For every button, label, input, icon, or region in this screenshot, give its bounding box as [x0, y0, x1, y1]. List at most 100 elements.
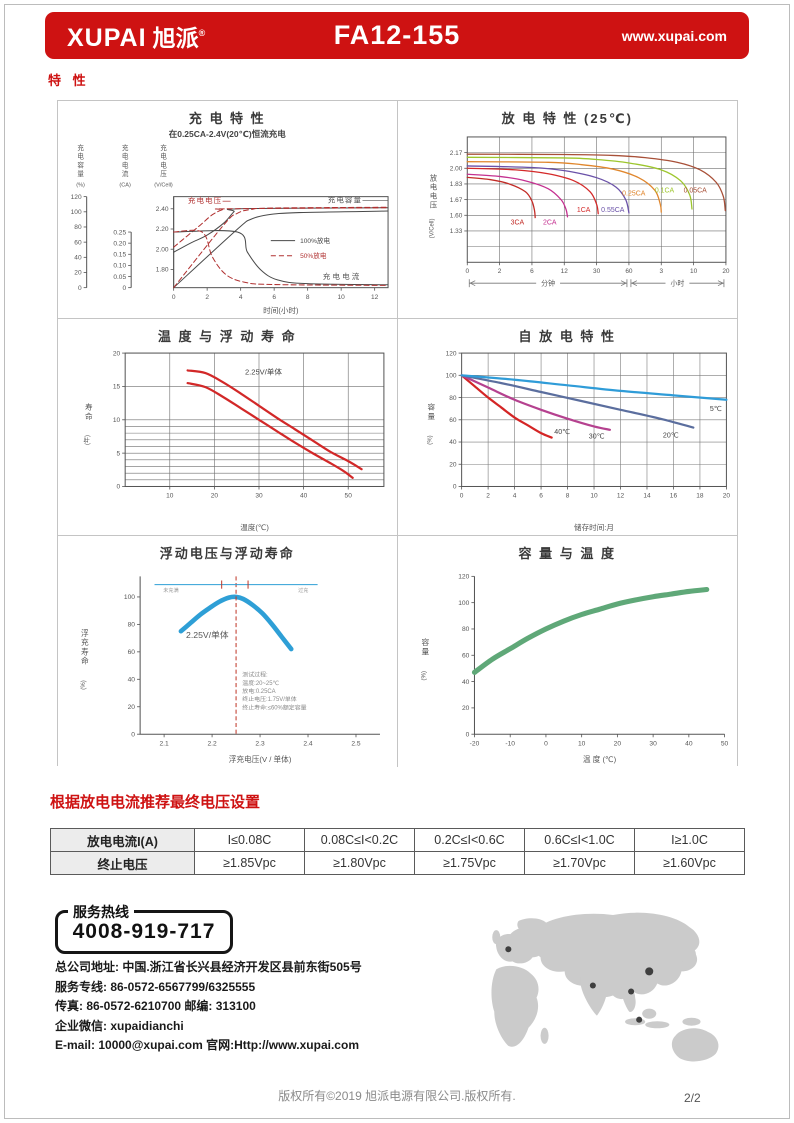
location-marker — [645, 967, 654, 976]
svg-text:100%放电: 100%放电 — [300, 236, 330, 245]
svg-text:(年): (年) — [83, 435, 91, 445]
series-30℃ — [460, 374, 611, 431]
svg-text:30℃: 30℃ — [588, 433, 604, 441]
svg-text:12: 12 — [371, 294, 379, 301]
chart-title: 浮动电压与浮动寿命 — [159, 546, 295, 561]
series-40℃ — [460, 374, 553, 439]
svg-text:(%): (%) — [427, 435, 433, 444]
svg-text:120: 120 — [458, 574, 469, 581]
table-cell: 0.6C≤I<1.0C — [524, 828, 635, 852]
svg-text:电: 电 — [122, 152, 129, 161]
svg-text:-20: -20 — [469, 740, 479, 747]
svg-text:0: 0 — [78, 285, 82, 292]
svg-text:20: 20 — [113, 350, 121, 357]
svg-text:40: 40 — [300, 493, 308, 500]
series-浮动寿命上限 — [186, 369, 363, 471]
svg-text:电: 电 — [160, 152, 167, 161]
svg-text:0.05CA: 0.05CA — [683, 188, 707, 195]
table-cell: ≥1.85Vpc — [194, 851, 305, 875]
svg-text:量: 量 — [427, 412, 435, 421]
svg-text:8: 8 — [306, 294, 310, 301]
svg-text:5: 5 — [116, 450, 120, 457]
table-cell: ≥1.80Vpc — [304, 851, 415, 875]
svg-text:1CA: 1CA — [576, 207, 590, 214]
svg-text:6: 6 — [272, 294, 276, 301]
svg-text:30: 30 — [255, 493, 263, 500]
svg-text:2.3: 2.3 — [255, 740, 265, 747]
svg-text:储存时间:月: 储存时间:月 — [574, 522, 614, 532]
svg-text:充电容量: 充电容量 — [328, 195, 362, 205]
svg-text:60: 60 — [128, 649, 136, 656]
svg-text:温 度 (℃): 温 度 (℃) — [582, 754, 616, 764]
svg-text:(%): (%) — [76, 183, 85, 189]
svg-text:寿: 寿 — [85, 402, 93, 412]
svg-text:20: 20 — [449, 461, 457, 468]
location-marker — [636, 1016, 643, 1023]
chart-discharge-characteristics: 放 电 特 性 (25℃) 0 2 6 12 30 60 3 10 20 2.17 2.00 1.83… — [397, 101, 737, 319]
svg-text:2.17: 2.17 — [449, 150, 462, 157]
svg-text:40: 40 — [449, 439, 457, 446]
series-3CA — [466, 176, 536, 219]
svg-text:0.15: 0.15 — [113, 252, 126, 259]
svg-text:充: 充 — [81, 637, 89, 647]
svg-text:60: 60 — [74, 239, 82, 246]
svg-text:12: 12 — [616, 493, 624, 500]
registered-trademark-icon: ® — [198, 27, 206, 38]
svg-text:(%): (%) — [420, 671, 427, 681]
svg-text:2CA: 2CA — [542, 220, 556, 227]
svg-text:电: 电 — [77, 152, 84, 161]
world-map-graphic — [491, 912, 719, 1062]
contact-line-email-web: E-mail: 10000@xupai.com 官网:Http://www.xu… — [55, 1038, 359, 1052]
svg-text:6: 6 — [530, 268, 534, 275]
svg-text:命: 命 — [85, 411, 93, 421]
svg-text:2.00: 2.00 — [449, 165, 462, 172]
svg-text:80: 80 — [461, 626, 469, 633]
svg-text:10: 10 — [337, 294, 345, 301]
svg-text:40℃: 40℃ — [554, 428, 570, 436]
chart-title: 放 电 特 性 (25℃) — [501, 111, 633, 126]
location-marker — [589, 982, 596, 989]
svg-text:0: 0 — [116, 484, 120, 491]
svg-text:5℃: 5℃ — [709, 405, 721, 413]
continents — [491, 912, 719, 1062]
svg-text:充: 充 — [122, 143, 129, 152]
contact-info-block: 总公司地址: 中国.浙江省长兴县经济开发区县前东街505号 服务专线: 86-0… — [55, 958, 362, 1056]
svg-text:浮: 浮 — [81, 628, 89, 638]
series-0.25CA — [466, 161, 662, 213]
svg-text:2.1: 2.1 — [159, 740, 169, 747]
svg-text:40: 40 — [461, 679, 469, 686]
series-充电电流-100%放电 — [173, 230, 389, 286]
chart-title: 充 电 特 性 — [188, 111, 266, 126]
chart-canvas-temp-life: 10 20 30 40 50 温度(℃) 0 5 10 15 20 寿命 (年) 2.25V/单体 — [83, 350, 385, 532]
svg-text:0.55CA: 0.55CA — [601, 207, 625, 214]
svg-text:3CA: 3CA — [510, 220, 524, 227]
svg-text:20: 20 — [722, 268, 730, 275]
svg-text:终止寿命:≤60%额定容量: 终止寿命:≤60%额定容量 — [242, 703, 306, 711]
characteristics-chart-grid: 充 电 特 性 在0.25CA-2.4V(20℃)恒流充电 0 2 4 6 8 10 12 时… — [57, 100, 738, 767]
svg-text:1.67: 1.67 — [449, 197, 462, 204]
svg-text:电: 电 — [122, 160, 129, 169]
svg-text:15: 15 — [113, 384, 121, 391]
svg-text:2.5: 2.5 — [351, 740, 361, 747]
series-充电电流-50%放电 — [173, 229, 389, 286]
series-20℃ — [460, 374, 694, 429]
svg-text:命: 命 — [81, 655, 89, 665]
contact-line-wechat: 企业微信: xupaidianchi — [55, 1018, 184, 1033]
svg-text:100: 100 — [445, 373, 456, 380]
svg-text:4: 4 — [239, 294, 243, 301]
svg-text:20: 20 — [613, 740, 621, 747]
chart-title: 自 放 电 特 性 — [518, 329, 616, 344]
svg-text:0: 0 — [465, 731, 469, 738]
svg-text:2.25V/单体: 2.25V/单体 — [245, 366, 282, 376]
series-充电容量-100%放电 — [173, 210, 389, 289]
svg-text:40: 40 — [128, 677, 136, 684]
svg-text:8: 8 — [565, 493, 569, 500]
svg-text:0.25: 0.25 — [113, 229, 126, 236]
svg-text:60: 60 — [461, 653, 469, 660]
svg-text:充 电 电 流: 充 电 电 流 — [323, 271, 360, 281]
svg-text:100: 100 — [124, 594, 135, 601]
chart-subtitle: 在0.25CA-2.4V(20℃)恒流充电 — [168, 129, 286, 139]
website-url: www.xupai.com — [621, 27, 727, 44]
svg-text:3: 3 — [659, 268, 663, 275]
svg-text:20: 20 — [211, 493, 219, 500]
